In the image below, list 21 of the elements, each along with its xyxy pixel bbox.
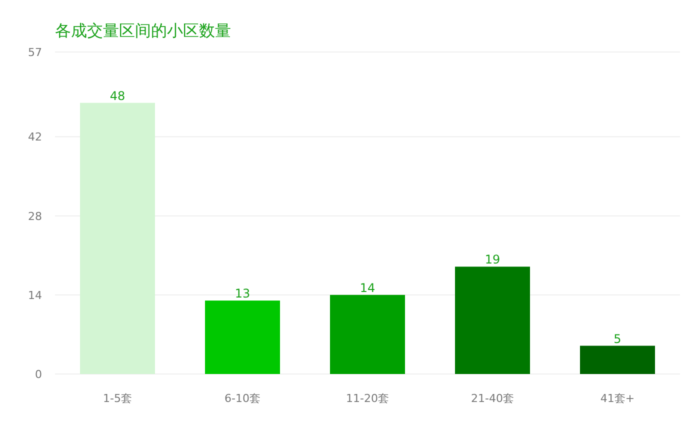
y-tick-label: 0: [35, 368, 42, 381]
y-tick-label: 57: [28, 46, 42, 59]
bar: [580, 346, 655, 374]
data-label: 13: [234, 286, 250, 301]
x-tick-label: 41套+: [600, 392, 635, 405]
y-tick-label: 28: [28, 210, 42, 223]
x-tick-label: 11-20套: [346, 392, 389, 405]
data-label: 5: [614, 332, 622, 346]
y-tick-label: 14: [28, 288, 42, 302]
data-label: 19: [484, 252, 500, 267]
x-tick-label: 1-5套: [103, 392, 132, 405]
data-label: 14: [360, 280, 376, 295]
data-label: 48: [110, 88, 126, 103]
y-tick-label: 42: [28, 130, 42, 144]
bar: [205, 300, 280, 374]
x-tick-label: 21-40套: [471, 392, 514, 405]
bar: [80, 102, 155, 374]
bar: [455, 266, 530, 374]
bar: [330, 294, 405, 374]
x-tick-label: 6-10套: [224, 392, 260, 405]
chart-title: 各成交量区间的小区数量: [55, 21, 231, 40]
